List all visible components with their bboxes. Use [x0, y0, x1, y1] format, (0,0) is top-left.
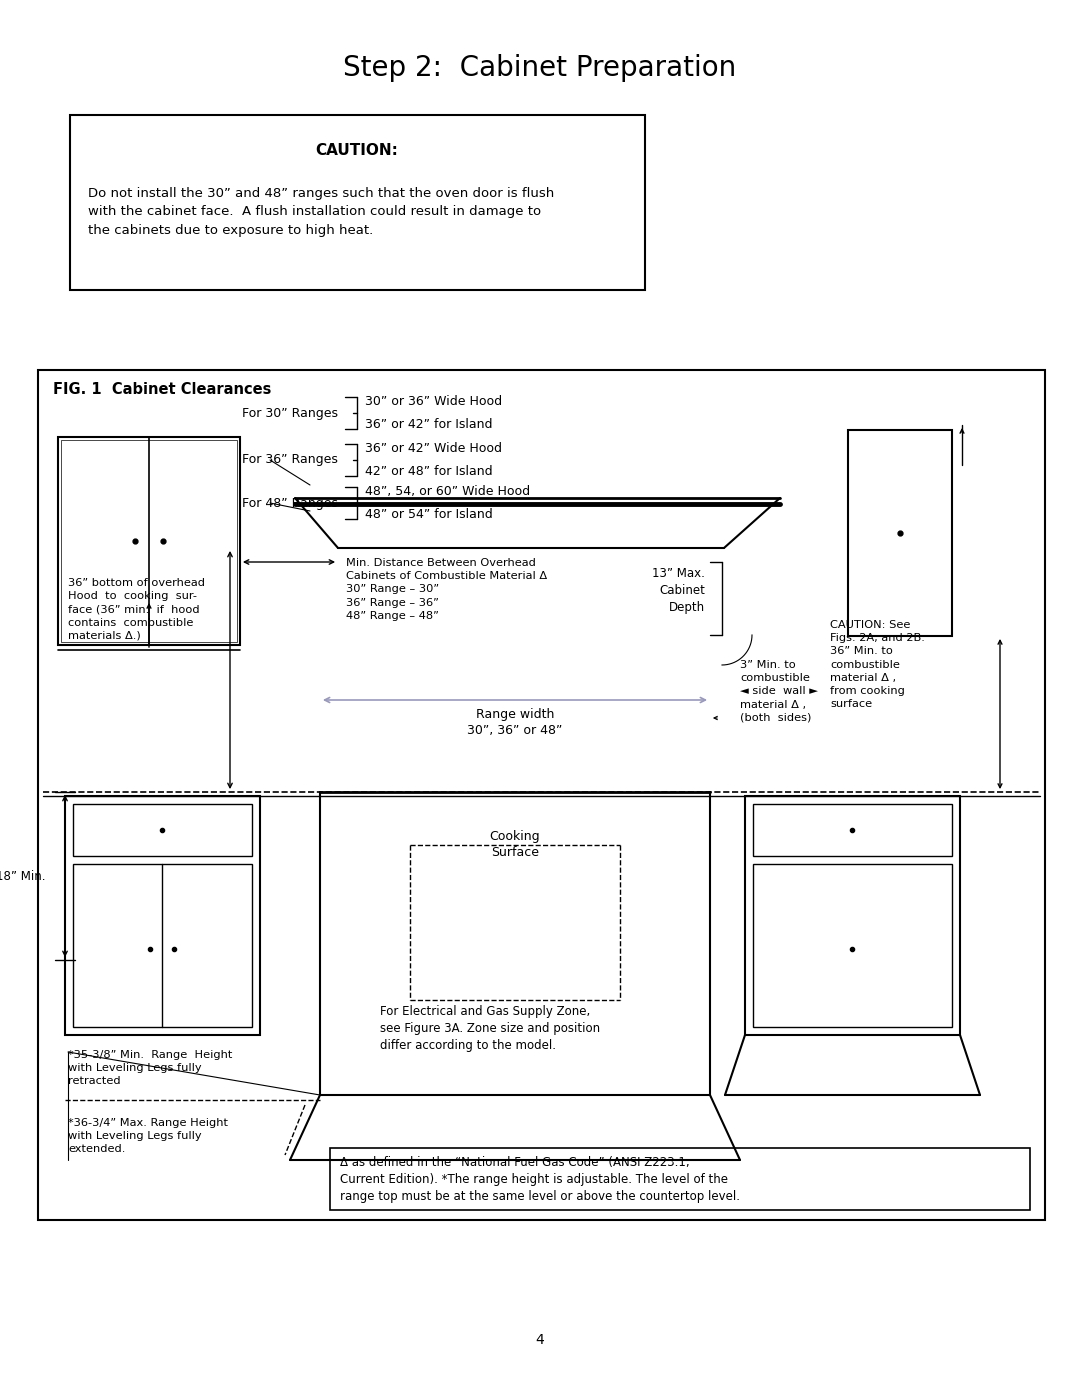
Bar [745, 796, 960, 1035]
Text: For Electrical and Gas Supply Zone,
see Figure 3A. Zone size and position
differ: For Electrical and Gas Supply Zone, see … [380, 1004, 600, 1052]
Text: 48” or 54” for Island: 48” or 54” for Island [365, 509, 492, 521]
Text: Cooking
Surface: Cooking Surface [489, 830, 540, 859]
Bar [70, 115, 645, 291]
Text: 36” or 42” for Island: 36” or 42” for Island [365, 418, 492, 432]
Text: FIG. 1  Cabinet Clearances: FIG. 1 Cabinet Clearances [53, 381, 271, 397]
Bar [753, 863, 951, 1027]
Text: 48”, 54, or 60” Wide Hood: 48”, 54, or 60” Wide Hood [365, 485, 530, 497]
Text: Step 2:  Cabinet Preparation: Step 2: Cabinet Preparation [343, 54, 737, 82]
Text: Δ as defined in the “National Fuel Gas Code” (ANSI Z223.1,
Current Edition). *Th: Δ as defined in the “National Fuel Gas C… [340, 1155, 740, 1203]
Text: For 48” Ranges: For 48” Ranges [242, 496, 338, 510]
Text: Min. Distance Between Overhead
Cabinets of Combustible Material Δ
30” Range – 30: Min. Distance Between Overhead Cabinets … [346, 557, 548, 620]
Text: Do not install the 30” and 48” ranges such that the oven door is flush
with the : Do not install the 30” and 48” ranges su… [87, 187, 554, 237]
Text: 4: 4 [536, 1333, 544, 1347]
Bar [848, 430, 951, 636]
Text: 36” or 42” Wide Hood: 36” or 42” Wide Hood [365, 441, 502, 455]
Text: For 30” Ranges: For 30” Ranges [242, 407, 338, 419]
Text: 3” Min. to
combustible
◄ side  wall ►
material Δ ,
(both  sides): 3” Min. to combustible ◄ side wall ► mat… [740, 659, 818, 722]
Text: CAUTION: See
Figs. 2A, and 2B.
36” Min. to
combustible
material Δ ,
from cooking: CAUTION: See Figs. 2A, and 2B. 36” Min. … [831, 620, 924, 710]
Bar [73, 863, 252, 1027]
Text: For 36” Ranges: For 36” Ranges [242, 454, 338, 467]
Text: 42” or 48” for Island: 42” or 48” for Island [365, 465, 492, 478]
Bar [58, 437, 240, 645]
Bar [38, 370, 1045, 1220]
Text: *35-3/8” Min.  Range  Height
with Leveling Legs fully
retracted: *35-3/8” Min. Range Height with Leveling… [68, 1051, 232, 1087]
Text: *36-3/4” Max. Range Height
with Leveling Legs fully
extended.: *36-3/4” Max. Range Height with Leveling… [68, 1118, 228, 1154]
Text: 36” bottom of overhead
Hood  to  cooking  sur-
face (36” min.  if  hood
contains: 36” bottom of overhead Hood to cooking s… [68, 578, 205, 641]
Bar [60, 440, 237, 643]
Bar [73, 805, 252, 856]
Bar [330, 1148, 1030, 1210]
Bar [753, 805, 951, 856]
Text: 30” or 36” Wide Hood: 30” or 36” Wide Hood [365, 395, 502, 408]
Bar [65, 796, 260, 1035]
Text: Range width
30”, 36” or 48”: Range width 30”, 36” or 48” [468, 708, 563, 738]
Text: 13” Max.
Cabinet
Depth: 13” Max. Cabinet Depth [652, 567, 705, 615]
Text: CAUTION:: CAUTION: [315, 142, 399, 158]
Text: 18” Min.: 18” Min. [0, 869, 46, 883]
